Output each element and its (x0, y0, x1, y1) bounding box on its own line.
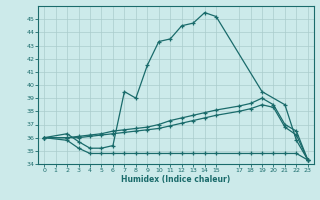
X-axis label: Humidex (Indice chaleur): Humidex (Indice chaleur) (121, 175, 231, 184)
